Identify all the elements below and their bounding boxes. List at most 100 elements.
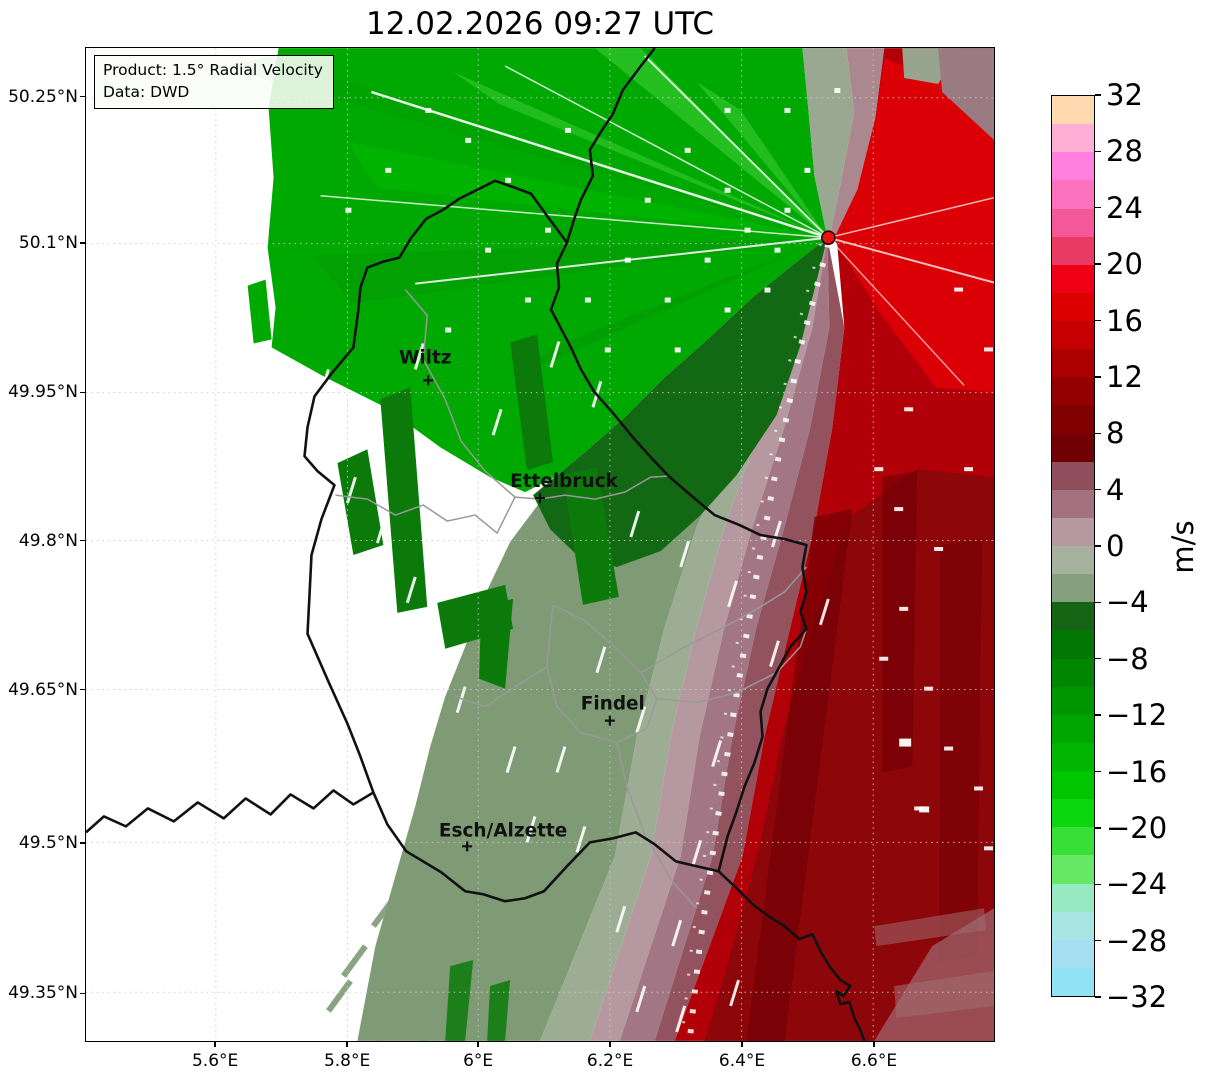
colorbar-tick-mark (1095, 432, 1101, 434)
field-dark-green-wedge (515, 237, 828, 378)
colorbar-segment-−22…−20 (1052, 827, 1094, 856)
field-dark-green-wedge (313, 237, 828, 304)
grid-lines (86, 48, 994, 1041)
colorbar-tick-mark (1095, 827, 1101, 829)
x-axis-tick-mark (477, 1042, 479, 1047)
field-zero-strip-gray (802, 48, 855, 238)
x-axis-tick-label: 6.4°E (718, 1051, 766, 1071)
colorbar-segment-2…4 (1052, 489, 1094, 518)
product-info-box: Product: 1.5° Radial Velocity Data: DWD (94, 55, 334, 109)
colorbar-segment-0…2 (1052, 517, 1094, 546)
colorbar-tick-label: 28 (1106, 134, 1143, 169)
colorbar-tick-label: −12 (1106, 698, 1168, 733)
x-axis-tick-mark (609, 1042, 611, 1047)
colorbar-segment-24…26 (1052, 180, 1094, 209)
colorbar-segment-−26…−24 (1052, 883, 1094, 912)
colorbar-tick-label: 8 (1106, 416, 1125, 451)
colorbar-unit-label: m/s (1166, 520, 1200, 574)
field-maroon-streak (939, 539, 983, 963)
city-plus-marker (462, 841, 473, 852)
colorbar-tick-label: −32 (1106, 980, 1168, 1014)
road-line (656, 628, 808, 704)
colorbar-tick-label: 12 (1106, 359, 1143, 394)
field-light-rosy-band (589, 237, 828, 1041)
colorbar-tick-mark (1095, 94, 1101, 96)
city-label-wiltz: Wiltz (399, 347, 452, 368)
colorbar-segment-−8…−6 (1052, 630, 1094, 659)
road-line (539, 475, 669, 500)
y-axis-tick-mark (80, 96, 85, 98)
roads-rivers (335, 289, 808, 909)
border-france-germany (717, 870, 866, 1041)
y-axis-tick-mark (80, 992, 85, 994)
colorbar-segment-14…16 (1052, 321, 1094, 350)
colorbar-segment-−30…−28 (1052, 939, 1094, 968)
y-axis-tick-label: 50.25°N (8, 86, 78, 107)
colorbar-tick-mark (1095, 545, 1101, 547)
field-zero-strip-rosy (830, 48, 885, 234)
x-axis-tick-mark (873, 1042, 875, 1047)
colorbar-tick-mark (1095, 714, 1101, 716)
field-green-patch (247, 279, 272, 344)
colorbar-segment-−18…−16 (1052, 771, 1094, 800)
y-axis-tick-label: 49.5°N (18, 833, 78, 853)
road-line (404, 289, 541, 500)
colorbar-tick-label: 4 (1106, 472, 1125, 507)
x-axis-tick-mark (741, 1042, 743, 1047)
field-dark-green-zone (533, 237, 828, 567)
x-axis-tick-label: 5.8°E (323, 1051, 371, 1071)
colorbar-segment-28…30 (1052, 124, 1094, 153)
colorbar-tick-label: −24 (1106, 867, 1168, 902)
data-source-label: Data: DWD (103, 83, 190, 101)
colorbar-segment-−2…0 (1052, 546, 1094, 575)
border-luxembourg (303, 179, 808, 903)
field-dark-green-streak (337, 449, 384, 555)
colorbar-tick-label: 32 (1106, 78, 1143, 112)
colorbar-segment-−20…−18 (1052, 799, 1094, 828)
colorbar-segment-−32…−30 (1052, 967, 1094, 996)
map-plot: Wiltz Ettelbruck Findel Esch/Alzette Produc… (85, 47, 995, 1042)
colorbar-segment-−14…−12 (1052, 714, 1094, 743)
colorbar-tick-mark (1095, 883, 1101, 885)
colorbar-segment-−24…−22 (1052, 855, 1094, 884)
border-belgium-germany (565, 48, 656, 244)
colorbar-tick-label: −16 (1106, 754, 1168, 789)
colorbar-tick-label: −20 (1106, 810, 1168, 845)
x-axis-tick-label: 6.6°E (850, 1051, 898, 1071)
city-plus-marker (604, 715, 615, 726)
velocity-field (225, 48, 994, 1041)
colorbar-tick-label: −28 (1106, 923, 1168, 958)
field-dark-green-streak (510, 334, 553, 471)
road-line (454, 666, 548, 708)
field-bright-red-core (830, 58, 994, 393)
colorbar-segment-−4…−2 (1052, 574, 1094, 603)
field-green-wedge (453, 72, 828, 238)
colorbar-tick-mark (1095, 150, 1101, 153)
city-label-findel: Findel (581, 694, 645, 715)
x-axis-tick-label: 6°E (463, 1051, 494, 1071)
field-dark-green-streak (445, 960, 474, 1041)
colorbar-tick-label: 16 (1106, 303, 1143, 338)
road-line (546, 604, 658, 744)
colorbar-segments (1052, 96, 1094, 996)
field-se-muted-corner (874, 908, 994, 1041)
colorbar-tick-mark (1095, 939, 1101, 942)
y-axis-tick-mark (80, 391, 85, 393)
y-axis-tick-label: 50.1°N (18, 233, 78, 253)
y-axis-tick-mark (80, 689, 85, 691)
colorbar-segment-18…20 (1052, 264, 1094, 293)
x-axis-tick-label: 5.6°E (191, 1051, 239, 1071)
colorbar-tick-label: −8 (1106, 641, 1149, 676)
colorbar-segment-12…14 (1052, 349, 1094, 378)
colorbar-segment-−12…−10 (1052, 686, 1094, 715)
field-maroon-streak (746, 509, 853, 1041)
product-label: Product: 1.5° Radial Velocity (103, 61, 323, 79)
colorbar-segment-−28…−26 (1052, 911, 1094, 940)
colorbar (1051, 95, 1095, 997)
x-axis-tick-label: 6.2°E (586, 1051, 634, 1071)
border-france-belgium (86, 789, 375, 834)
colorbar-tick-mark (1095, 207, 1101, 209)
colorbar-tick-mark (1095, 263, 1101, 265)
city-markers: Wiltz Ettelbruck Findel Esch/Alzette (399, 347, 645, 852)
y-axis-tick-label: 49.65°N (8, 679, 78, 700)
